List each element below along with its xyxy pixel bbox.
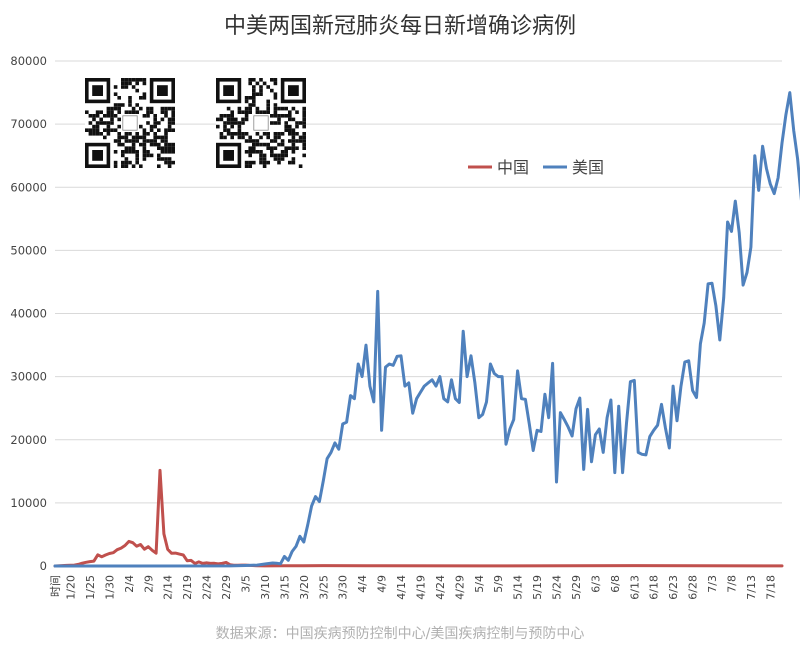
x-tick-label: 6/18 <box>648 575 661 600</box>
x-tick-label: 6/23 <box>667 575 680 600</box>
chart-title: 中美两国新冠肺炎每日新增确诊病例 <box>224 14 576 39</box>
source-note: 数据来源：中国疾病预防控制中心/美国疾病控制与预防中心 <box>216 626 585 642</box>
x-tick-label: 4/14 <box>395 575 408 600</box>
x-tick-label: 4/19 <box>414 575 427 600</box>
x-tick-label: 5/29 <box>570 575 583 600</box>
x-tick-label: 7/8 <box>725 575 738 593</box>
x-tick-label: 3/20 <box>298 575 311 600</box>
legend: 中国 美国 <box>468 158 604 177</box>
x-tick-label: 1/20 <box>65 575 78 600</box>
y-tick-label: 50000 <box>10 243 47 257</box>
y-axis-ticks: 0 10000 20000 30000 40000 50000 60000 70000 8000… <box>10 54 47 573</box>
x-tick-label: 2/4 <box>123 575 136 593</box>
x-tick-label: 3/10 <box>259 575 272 600</box>
qr-code-left <box>85 78 175 168</box>
x-tick-label: 3/15 <box>278 575 291 600</box>
x-tick-label: 6/3 <box>589 575 602 593</box>
x-tick-label: 6/8 <box>609 575 622 593</box>
qr-code-right <box>216 78 306 168</box>
series-line-china <box>53 468 784 568</box>
series-lines <box>53 91 800 568</box>
x-axis-ticks: 时间 1/20 1/25 1/30 2/4 2/9 2/14 2/19 2/24 2/29 3/5 3… <box>49 575 777 600</box>
y-tick-label: 10000 <box>10 496 47 510</box>
x-tick-label: 5/9 <box>492 575 505 593</box>
x-tick-label: 6/28 <box>687 575 700 600</box>
y-tick-label: 20000 <box>10 433 47 447</box>
x-tick-label: 4/29 <box>453 575 466 600</box>
x-tick-label: 1/30 <box>103 575 116 600</box>
x-tick-label: 2/9 <box>142 575 155 593</box>
x-tick-label: 3/5 <box>239 575 252 593</box>
x-tick-label: 4/4 <box>356 575 369 593</box>
x-tick-label: 1/25 <box>84 575 97 600</box>
x-tick-label: 3/30 <box>337 575 350 600</box>
x-tick-label: 2/14 <box>162 575 175 600</box>
x-tick-label: 5/4 <box>473 575 486 593</box>
series-line-usa <box>53 91 800 568</box>
x-tick-label: 3/25 <box>317 575 330 600</box>
y-tick-label: 30000 <box>10 370 47 384</box>
x-tick-label: 4/24 <box>434 575 447 600</box>
x-tick-label: 7/18 <box>764 575 777 600</box>
y-tick-label: 70000 <box>10 117 47 131</box>
x-tick-label: 6/13 <box>628 575 641 600</box>
y-tick-label: 40000 <box>10 307 47 321</box>
qr-codes <box>85 78 306 168</box>
x-tick-label: 5/24 <box>551 575 564 600</box>
y-tick-label: 0 <box>40 559 47 573</box>
x-tick-label: 7/3 <box>706 575 719 593</box>
x-axis-title: 时间 <box>49 575 62 597</box>
x-tick-label: 4/9 <box>376 575 389 593</box>
x-tick-label: 2/29 <box>220 575 233 600</box>
y-tick-label: 80000 <box>10 54 47 68</box>
y-tick-label: 60000 <box>10 180 47 194</box>
x-tick-label: 2/19 <box>181 575 194 600</box>
x-tick-label: 5/14 <box>512 575 525 600</box>
legend-label-china: 中国 <box>497 158 529 177</box>
x-tick-label: 2/24 <box>201 575 214 600</box>
x-tick-label: 5/19 <box>531 575 544 600</box>
legend-label-usa: 美国 <box>572 158 604 177</box>
x-tick-label: 7/13 <box>745 575 758 600</box>
